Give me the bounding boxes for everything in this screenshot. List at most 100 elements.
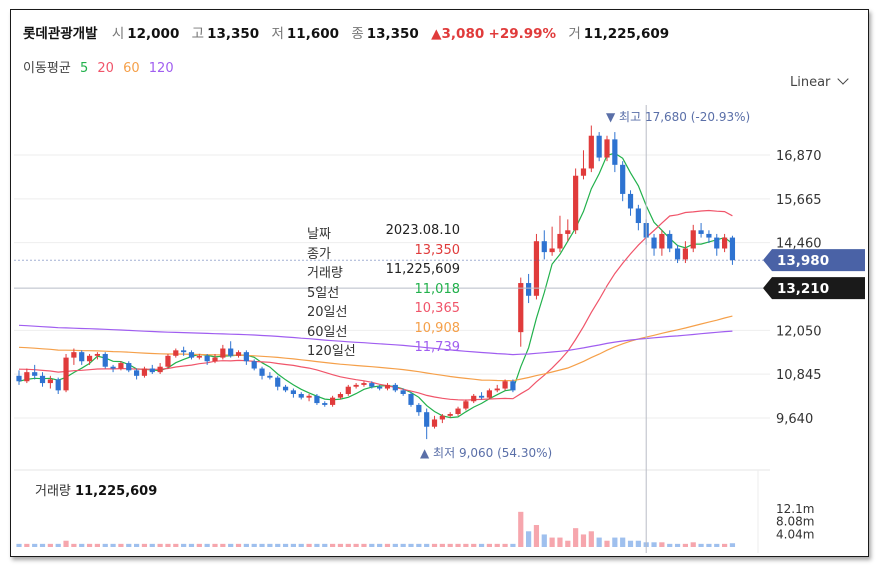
tooltip-date-label: 날짜 [307, 227, 331, 242]
candle-body [510, 381, 516, 391]
volume-bar [32, 543, 38, 547]
volume-bar [541, 534, 547, 547]
candle-body [63, 357, 69, 391]
volume-bar [94, 543, 100, 547]
volume-bar [63, 540, 69, 547]
volume-bar [79, 543, 85, 547]
volume-bar [400, 543, 406, 547]
high-annotation: ▼ 최고 17,680 (-20.93%) [606, 110, 750, 124]
candle-body [94, 353, 100, 356]
volume-bar [188, 543, 195, 547]
candle-body [181, 350, 187, 353]
candle-body [478, 395, 485, 398]
volume-bar [533, 525, 540, 547]
volume-bar [243, 543, 249, 547]
volume-bar [228, 543, 234, 547]
volume-tick-label: 4.04m [776, 527, 814, 541]
ma60-legend[interactable]: 60 [123, 61, 140, 76]
candle-body [314, 395, 320, 404]
candle-body [149, 368, 155, 373]
candle-body [235, 352, 242, 356]
candle-body [706, 233, 712, 238]
volume-bar [690, 542, 696, 547]
high-label: 고 [191, 26, 205, 42]
ma120-legend[interactable]: 120 [148, 61, 174, 76]
volume-bar [510, 543, 516, 547]
cursor-price-badge [763, 277, 865, 300]
volume-bar [431, 543, 438, 547]
volume-bar [392, 543, 398, 547]
candle-body [306, 395, 312, 398]
candle-body [408, 393, 414, 405]
volume-bar [486, 543, 492, 547]
volume-bar [298, 543, 304, 547]
candle-body [447, 413, 453, 416]
volume-bar [235, 543, 242, 547]
candle-body [541, 241, 547, 253]
volume-bar [196, 543, 202, 547]
price-header: 롯데관광개발 시 12,000 고 13,350 저 11,600 종 13,350 ▲… [23, 22, 677, 42]
candle-body [674, 248, 681, 260]
volume-bar [408, 543, 414, 547]
candle-body [79, 352, 85, 362]
volume-bar [39, 543, 46, 547]
candle-body [110, 366, 116, 369]
volume-bar [518, 511, 524, 547]
stock-name: 롯데관광개발 [23, 26, 98, 42]
volume-bar [267, 543, 273, 547]
candle-body [204, 355, 210, 362]
candle-body [298, 393, 304, 398]
candle-body [604, 139, 610, 158]
volume-bar [635, 540, 641, 547]
candle-body [259, 368, 265, 376]
price-tick-label: 10,845 [776, 368, 822, 383]
candle-body [86, 355, 93, 362]
cursor-price-label: 13,210 [777, 281, 829, 297]
candle-body [377, 386, 383, 389]
candle-body [188, 352, 195, 358]
candle-body [322, 403, 328, 405]
candle-body [729, 237, 736, 261]
ma5-legend[interactable]: 5 [79, 61, 89, 76]
volume-bar [439, 543, 445, 547]
volume-bar [478, 543, 485, 547]
volume-bar [212, 543, 218, 547]
volume-bar [588, 531, 594, 547]
candle-body [722, 237, 728, 249]
candle-body [549, 248, 555, 253]
scale-dropdown[interactable]: Linear [790, 73, 850, 90]
volume-bar [345, 543, 351, 547]
candle-body [267, 375, 273, 378]
volume-bar [714, 543, 720, 547]
candle-body [134, 370, 140, 376]
candle-body [16, 375, 22, 382]
volume-bar [651, 542, 657, 547]
volume-bar [627, 540, 634, 547]
open-label: 시 [111, 26, 125, 42]
volume-bar [102, 543, 108, 547]
candle-body [243, 352, 249, 362]
volume-bar [447, 543, 453, 547]
volume-bar [86, 543, 93, 547]
candle-body [471, 395, 477, 402]
ma-legend[interactable]: 이동평균 5 20 60 120 [23, 57, 179, 76]
candle-body [463, 401, 469, 409]
candle-body [353, 384, 359, 387]
tooltip-close: 13,350 [414, 242, 461, 258]
candle-body [588, 135, 594, 169]
volume-label: 거 [568, 26, 581, 42]
candle-body [431, 419, 438, 427]
candle-body [251, 361, 257, 369]
volume-bar [220, 543, 226, 547]
current-price-label: 13,980 [777, 253, 829, 269]
candle-body [627, 193, 634, 209]
volume-bar [55, 543, 61, 547]
ma20-legend[interactable]: 20 [97, 61, 114, 76]
ma60-line [18, 315, 733, 382]
candle-body [157, 366, 163, 373]
volume-bar [698, 543, 704, 547]
candle-body [71, 352, 77, 358]
volume-bar [181, 543, 187, 547]
candle-body [620, 164, 626, 194]
